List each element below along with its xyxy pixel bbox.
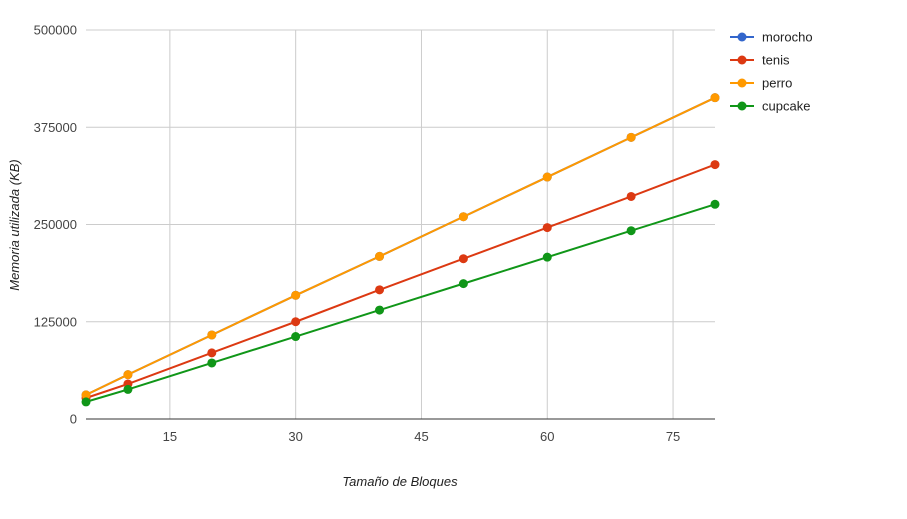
series-layer: [81, 93, 720, 407]
chart-grid: [86, 29, 715, 419]
series-line-cupcake: [85, 203, 716, 403]
y-tick-label: 500000: [34, 23, 77, 38]
data-point-perro: [626, 132, 636, 142]
data-point-cupcake: [207, 358, 217, 368]
legend-item-morocho: morocho: [730, 30, 813, 45]
data-point-perro: [291, 290, 301, 300]
y-tick-label: 0: [70, 412, 77, 427]
data-point-perro: [542, 172, 552, 182]
data-point-cupcake: [542, 252, 552, 262]
y-tick-label: 375000: [34, 120, 77, 135]
legend-label: perro: [762, 76, 792, 91]
series-perro: [81, 93, 720, 400]
series-line-tenis: [85, 163, 716, 399]
x-tick-label: 45: [414, 429, 428, 444]
y-axis-tick-labels: 0 125000 250000 375000 500000: [34, 23, 77, 427]
series-line-perro: [85, 96, 716, 396]
x-tick-label: 30: [288, 429, 302, 444]
data-point-cupcake: [291, 332, 301, 342]
series-tenis: [81, 160, 720, 403]
data-point-perro: [123, 370, 133, 380]
legend-swatch-marker: [737, 101, 747, 111]
data-point-perro: [458, 212, 468, 222]
data-point-tenis: [626, 191, 636, 201]
data-point-cupcake: [123, 384, 133, 394]
data-point-perro: [81, 390, 91, 400]
data-point-cupcake: [375, 305, 385, 315]
legend-swatch-marker: [737, 32, 747, 42]
data-point-tenis: [375, 285, 385, 295]
x-axis-title: Tamaño de Bloques: [342, 474, 458, 489]
y-tick-label: 125000: [34, 314, 77, 329]
data-point-tenis: [291, 317, 301, 327]
legend-item-perro: perro: [730, 76, 792, 91]
x-tick-label: 15: [163, 429, 177, 444]
legend-label: cupcake: [762, 99, 810, 114]
y-tick-label: 250000: [34, 217, 77, 232]
data-point-cupcake: [458, 279, 468, 289]
legend-swatch-marker: [737, 55, 747, 65]
x-tick-label: 60: [540, 429, 554, 444]
data-point-tenis: [207, 348, 217, 358]
data-point-tenis: [542, 223, 552, 233]
data-point-cupcake: [81, 397, 91, 407]
legend-item-tenis: tenis: [730, 53, 790, 68]
legend-item-cupcake: cupcake: [730, 99, 810, 114]
data-point-tenis: [710, 160, 720, 170]
data-point-tenis: [458, 254, 468, 264]
legend-label: tenis: [762, 53, 790, 68]
chart-legend: morocho tenis perro cupcake: [730, 30, 813, 114]
data-point-perro: [207, 330, 217, 340]
series-cupcake: [81, 199, 720, 407]
legend-swatch-marker: [737, 78, 747, 88]
data-point-perro: [710, 93, 720, 103]
x-tick-label: 75: [666, 429, 680, 444]
data-point-perro: [375, 251, 385, 261]
x-axis-tick-labels: 15 30 45 60 75: [163, 429, 681, 444]
data-point-cupcake: [710, 199, 720, 209]
y-axis-title: Memoria utilizada (KB): [7, 159, 22, 291]
data-point-cupcake: [626, 226, 636, 236]
legend-label: morocho: [762, 30, 813, 45]
